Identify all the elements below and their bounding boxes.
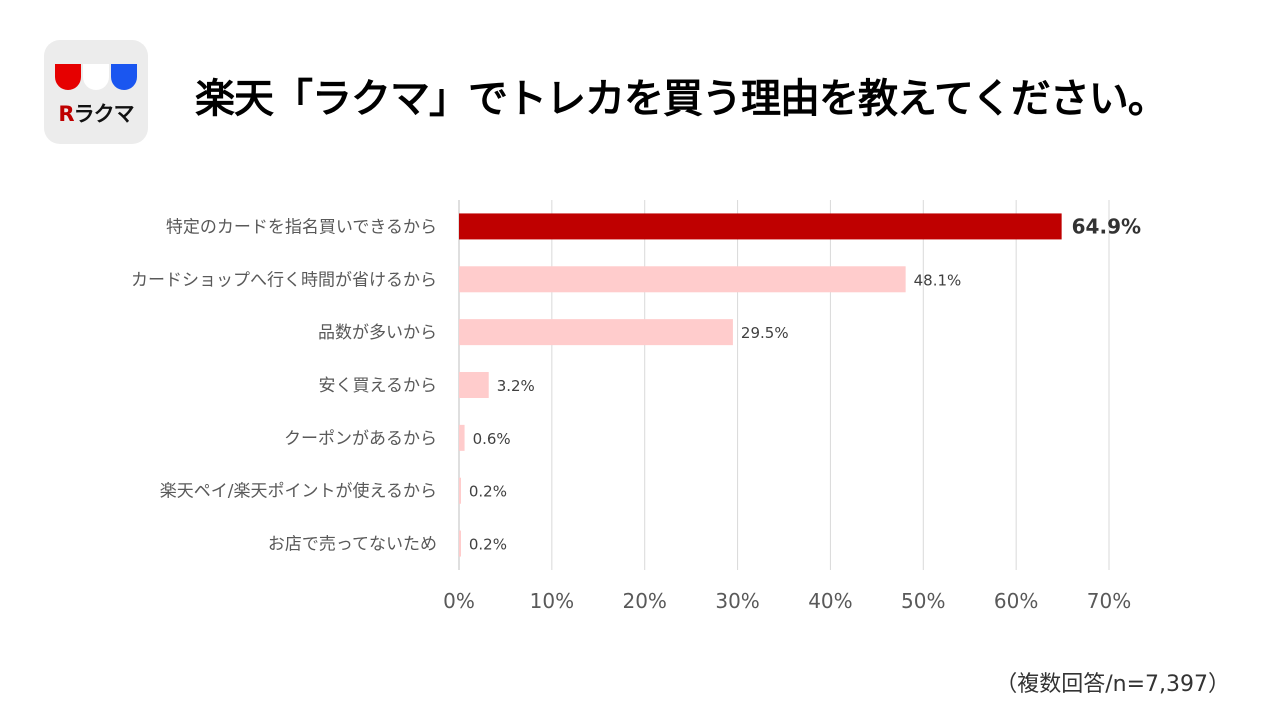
data-label: 48.1% (914, 271, 962, 289)
category-label: クーポンがあるから (284, 429, 437, 449)
bar (459, 213, 1062, 240)
category-label: お店で売ってないため (268, 535, 437, 555)
logo-text: Rラクマ (58, 102, 134, 126)
x-tick-label: 70% (1087, 589, 1131, 613)
bar (459, 477, 461, 504)
bar (459, 530, 461, 557)
x-tick-label: 40% (808, 589, 852, 613)
category-label: 特定のカードを指名買いできるから (166, 217, 437, 237)
x-tick-label: 10% (530, 589, 574, 613)
bar (459, 372, 489, 398)
bar (459, 424, 465, 451)
logo-awning-blue (111, 64, 137, 90)
rakuma-logo: Rラクマ (44, 40, 148, 144)
category-label: 品数が多いから (318, 323, 437, 343)
page-title: 楽天「ラクマ」でトレカを買う理由を教えてください。 (195, 76, 1168, 122)
logo-awning-red (55, 64, 81, 90)
category-label: 安く買えるから (319, 376, 438, 396)
category-label: カードショップへ行く時間が省けるから (131, 270, 437, 290)
x-tick-label: 50% (901, 589, 945, 613)
x-tick-label: 0% (443, 589, 475, 613)
sample-note: （複数回答/n=7,397） (995, 672, 1230, 697)
data-label: 0.6% (473, 430, 511, 448)
data-label: 3.2% (497, 377, 535, 395)
data-label: 0.2% (469, 536, 507, 554)
data-label: 29.5% (741, 324, 789, 342)
x-tick-label: 60% (994, 589, 1038, 613)
logo-awning-white (83, 64, 109, 90)
bar (459, 266, 906, 293)
x-tick-label: 20% (622, 589, 666, 613)
bar (459, 319, 733, 346)
data-label: 64.9% (1072, 214, 1141, 238)
data-label: 0.2% (469, 483, 507, 501)
x-tick-label: 30% (715, 589, 759, 613)
category-label: 楽天ペイ/楽天ポイントが使えるから (160, 481, 437, 502)
